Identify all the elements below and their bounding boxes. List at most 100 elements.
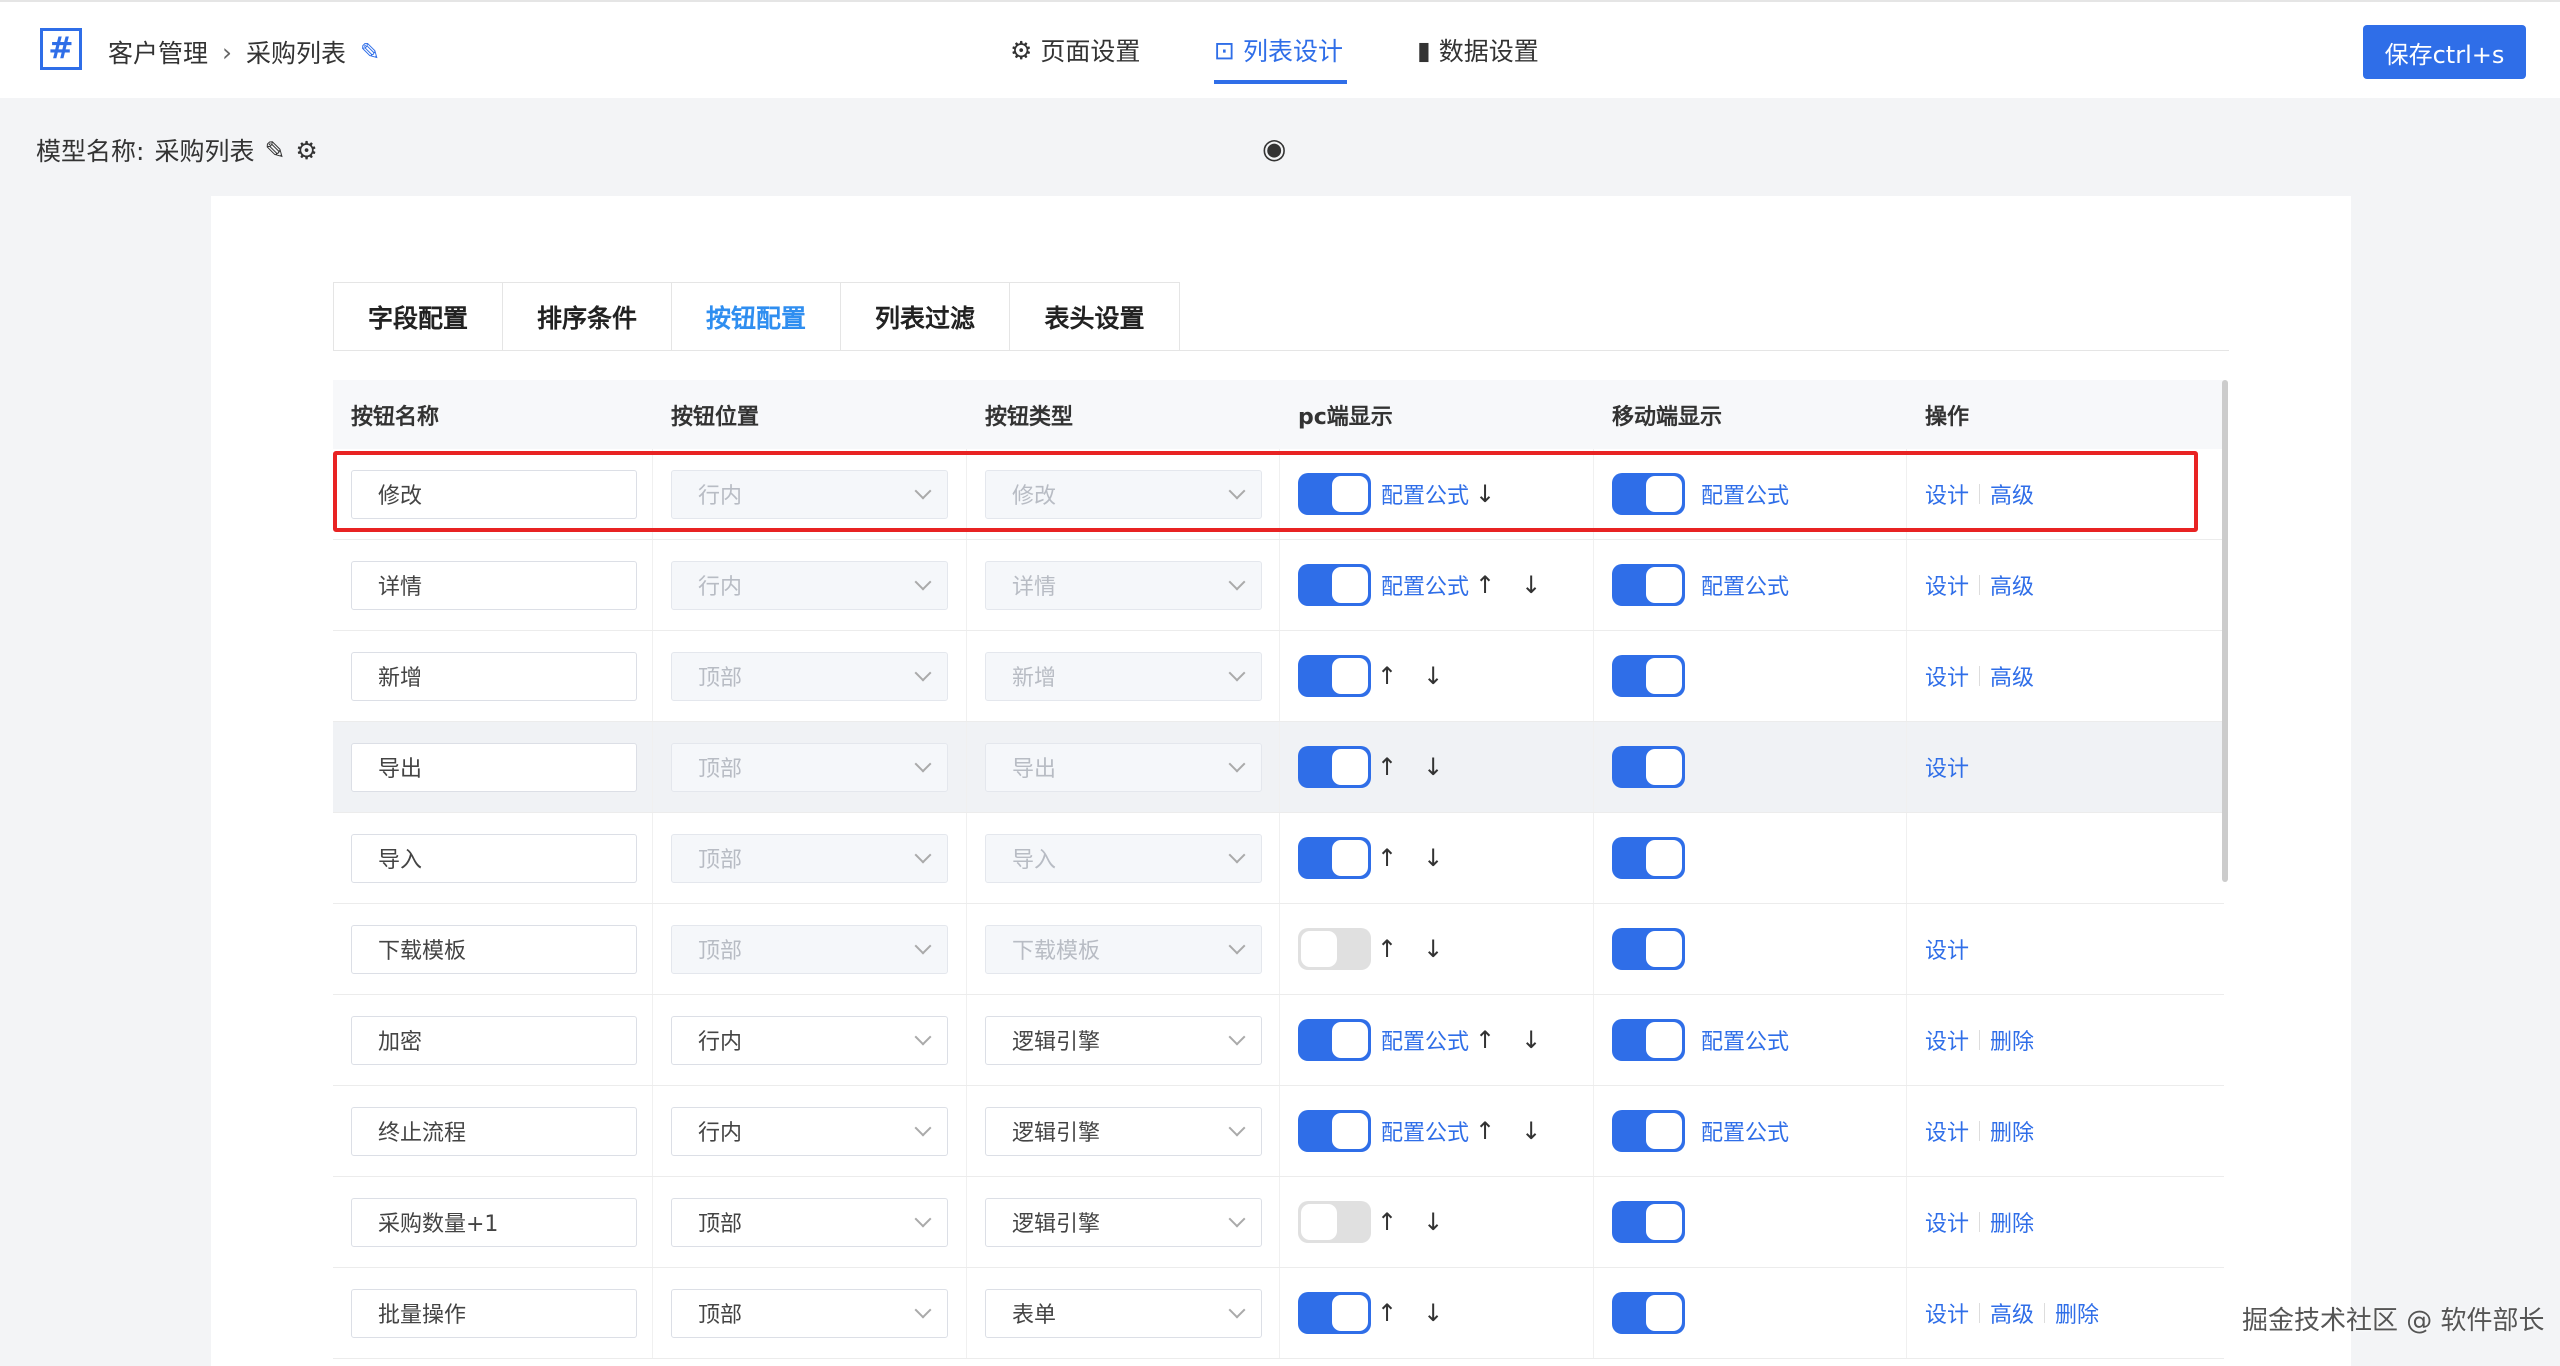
move-up-icon[interactable]: ↑ [1475,1117,1496,1145]
move-up-icon[interactable]: ↑ [1377,753,1398,781]
pc-display-toggle[interactable] [1298,1019,1371,1061]
pc-display-toggle[interactable] [1298,564,1371,606]
mobile-formula-link[interactable]: 配置公式 [1701,484,1790,509]
pc-formula-link[interactable]: 配置公式 [1381,484,1470,509]
move-up-icon[interactable]: ↑ [1377,1299,1398,1327]
move-up-icon[interactable]: ↑ [1377,935,1398,963]
gear-icon[interactable]: ⚙ [295,135,318,165]
pc-formula-link[interactable]: 配置公式 [1381,575,1470,600]
mobile-display-toggle[interactable] [1612,1292,1685,1334]
action-link-设计[interactable]: 设计 [1925,939,1970,964]
save-button[interactable]: 保存ctrl+s [2363,25,2526,79]
nav-data-settings[interactable]: ▮ 数据设置 [1417,32,1539,68]
pc-display-toggle[interactable] [1298,928,1371,970]
button-position-select[interactable]: 行内 [671,1106,948,1156]
edit-icon[interactable]: ✎ [360,38,381,66]
move-down-icon[interactable]: ↓ [1423,662,1444,690]
action-link-删除[interactable]: 删除 [1990,1212,2035,1237]
breadcrumb-item[interactable]: 客户管理 [108,39,209,68]
button-name-input[interactable]: 修改 [351,469,637,519]
tab-1[interactable]: 排序条件 [503,283,672,351]
mobile-formula-link[interactable]: 配置公式 [1701,1121,1790,1146]
edit-icon[interactable]: ✎ [264,135,286,165]
button-position-select[interactable]: 顶部 [671,1288,948,1338]
button-type-select: 修改 [985,469,1262,519]
button-name-input[interactable]: 终止流程 [351,1106,637,1156]
action-link-设计[interactable]: 设计 [1925,666,1970,691]
button-type-select[interactable]: 逻辑引擎 [985,1106,1262,1156]
move-down-icon[interactable]: ↓ [1475,480,1496,508]
action-link-设计[interactable]: 设计 [1925,1303,1970,1328]
pc-display-toggle[interactable] [1298,473,1371,515]
action-link-删除[interactable]: 删除 [1990,1030,2035,1055]
mobile-display-toggle[interactable] [1612,837,1685,879]
scrollbar[interactable] [2222,380,2228,882]
move-up-icon[interactable]: ↑ [1377,844,1398,872]
move-down-icon[interactable]: ↓ [1521,1026,1542,1054]
move-up-icon[interactable]: ↑ [1377,1208,1398,1236]
eye-icon[interactable]: ◉ [1262,132,1287,165]
mobile-display-toggle[interactable] [1612,1201,1685,1243]
pc-display-toggle[interactable] [1298,655,1371,697]
move-up-icon[interactable]: ↑ [1475,571,1496,599]
pc-display-toggle[interactable] [1298,746,1371,788]
action-link-删除[interactable]: 删除 [2055,1303,2100,1328]
move-down-icon[interactable]: ↓ [1423,935,1444,963]
move-down-icon[interactable]: ↓ [1423,753,1444,781]
button-position-select[interactable]: 顶部 [671,1197,948,1247]
button-type-select[interactable]: 逻辑引擎 [985,1197,1262,1247]
tab-0[interactable]: 字段配置 [334,283,503,351]
move-up-icon[interactable]: ↑ [1475,1026,1496,1054]
mobile-display-toggle[interactable] [1612,928,1685,970]
action-link-高级[interactable]: 高级 [1990,575,2035,600]
button-name-input[interactable]: 采购数量+1 [351,1197,637,1247]
mobile-display-toggle[interactable] [1612,1019,1685,1061]
mobile-formula-link[interactable]: 配置公式 [1701,575,1790,600]
button-type-select[interactable]: 表单 [985,1288,1262,1338]
action-link-高级[interactable]: 高级 [1990,1303,2035,1328]
pc-display-toggle[interactable] [1298,837,1371,879]
mobile-display-toggle[interactable] [1612,655,1685,697]
tab-2[interactable]: 按钮配置 [672,283,841,351]
action-link-设计[interactable]: 设计 [1925,757,1970,782]
action-link-设计[interactable]: 设计 [1925,1030,1970,1055]
button-name-input[interactable]: 导出 [351,742,637,792]
pc-formula-link[interactable]: 配置公式 [1381,1030,1470,1055]
button-type-select[interactable]: 逻辑引擎 [985,1015,1262,1065]
button-name-input[interactable]: 详情 [351,560,637,610]
pc-display-toggle[interactable] [1298,1292,1371,1334]
button-name-input[interactable]: 下载模板 [351,924,637,974]
button-name-input[interactable]: 批量操作 [351,1288,637,1338]
action-link-设计[interactable]: 设计 [1925,1212,1970,1237]
nav-list-design[interactable]: ⊡ 列表设计 [1214,32,1343,68]
button-position-select[interactable]: 行内 [671,1015,948,1065]
divider [1979,1303,1981,1323]
move-down-icon[interactable]: ↓ [1521,571,1542,599]
type-cell: 修改 [967,449,1280,539]
action-link-设计[interactable]: 设计 [1925,484,1970,509]
pc-display-toggle[interactable] [1298,1201,1371,1243]
action-link-设计[interactable]: 设计 [1925,575,1970,600]
action-link-高级[interactable]: 高级 [1990,484,2035,509]
action-link-设计[interactable]: 设计 [1925,1121,1970,1146]
button-name-input[interactable]: 新增 [351,651,637,701]
move-down-icon[interactable]: ↓ [1423,1299,1444,1327]
mobile-display-toggle[interactable] [1612,473,1685,515]
action-link-高级[interactable]: 高级 [1990,666,2035,691]
tab-3[interactable]: 列表过滤 [841,283,1010,351]
move-down-icon[interactable]: ↓ [1521,1117,1542,1145]
move-down-icon[interactable]: ↓ [1423,844,1444,872]
mobile-display-toggle[interactable] [1612,564,1685,606]
button-name-input[interactable]: 加密 [351,1015,637,1065]
move-up-icon[interactable]: ↑ [1377,662,1398,690]
mobile-display-toggle[interactable] [1612,1110,1685,1152]
pc-formula-link[interactable]: 配置公式 [1381,1121,1470,1146]
button-name-input[interactable]: 导入 [351,833,637,883]
mobile-formula-link[interactable]: 配置公式 [1701,1030,1790,1055]
move-down-icon[interactable]: ↓ [1423,1208,1444,1236]
tab-4[interactable]: 表头设置 [1044,304,1145,333]
action-link-删除[interactable]: 删除 [1990,1121,2035,1146]
mobile-display-toggle[interactable] [1612,746,1685,788]
nav-page-settings[interactable]: ⚙ 页面设置 [1010,32,1140,68]
pc-display-toggle[interactable] [1298,1110,1371,1152]
